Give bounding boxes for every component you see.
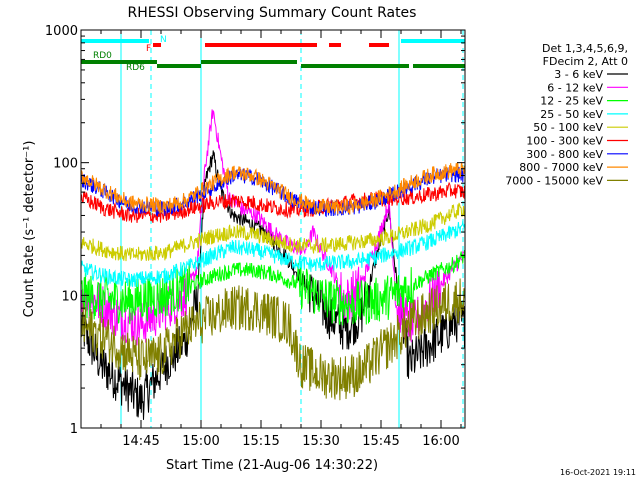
status-bar-label-rd6: RD6	[126, 63, 145, 73]
legend: Det 1,3,4,5,6,9, FDecim 2, Att 0 3 - 6 k…	[505, 42, 628, 187]
x-tick-label-3: 15:15	[242, 434, 279, 449]
legend-header-2: FDecim 2, Att 0	[543, 55, 628, 68]
series-line-5	[80, 202, 466, 262]
x-tick-label-6: 16:00	[422, 434, 459, 449]
chart-title: RHESSI Observing Summary Count Rates	[128, 5, 417, 21]
legend-label-3: 12 - 25 keV	[540, 95, 603, 108]
y-tick-label-1: 1	[70, 422, 78, 437]
series-line-3	[80, 250, 466, 326]
legend-label-8: 800 - 7000 keV	[519, 161, 603, 174]
x-tick-label-5: 15:45	[362, 434, 399, 449]
series-line-8	[80, 162, 466, 216]
x-tick-label-4: 15:30	[302, 434, 339, 449]
legend-header-1: Det 1,3,4,5,6,9,	[542, 42, 628, 55]
status-bar-label-f: F	[146, 44, 151, 54]
legend-label-7: 300 - 800 keV	[526, 148, 603, 161]
y-axis-label: Count Rate (s⁻¹ detector⁻¹)	[22, 141, 37, 318]
series-line-6	[80, 181, 466, 224]
legend-label-9: 7000 - 15000 keV	[505, 174, 603, 187]
y-tick-label-2: 10	[61, 289, 78, 304]
legend-label-5: 50 - 100 keV	[533, 121, 603, 134]
timestamp: 16-Oct-2021 19:11	[560, 468, 636, 477]
status-bar-label-n: N	[160, 35, 167, 45]
status-bar-label-rd0: RD0	[93, 51, 112, 61]
series-line-9	[80, 278, 466, 401]
legend-label-2: 6 - 12 keV	[547, 81, 603, 94]
y-tick-label-4: 1000	[45, 24, 78, 39]
legend-label-1: 3 - 6 keV	[554, 68, 603, 81]
legend-label-4: 25 - 50 keV	[540, 108, 603, 121]
x-tick-label-1: 14:45	[122, 434, 159, 449]
y-tick-label-3: 100	[53, 157, 78, 172]
series-line-4	[80, 220, 466, 288]
legend-label-6: 100 - 300 keV	[526, 135, 603, 148]
plot-frame	[80, 29, 466, 429]
x-tick-label-2: 15:00	[182, 434, 219, 449]
x-axis-label: Start Time (21-Aug-06 14:30:22)	[166, 458, 378, 473]
